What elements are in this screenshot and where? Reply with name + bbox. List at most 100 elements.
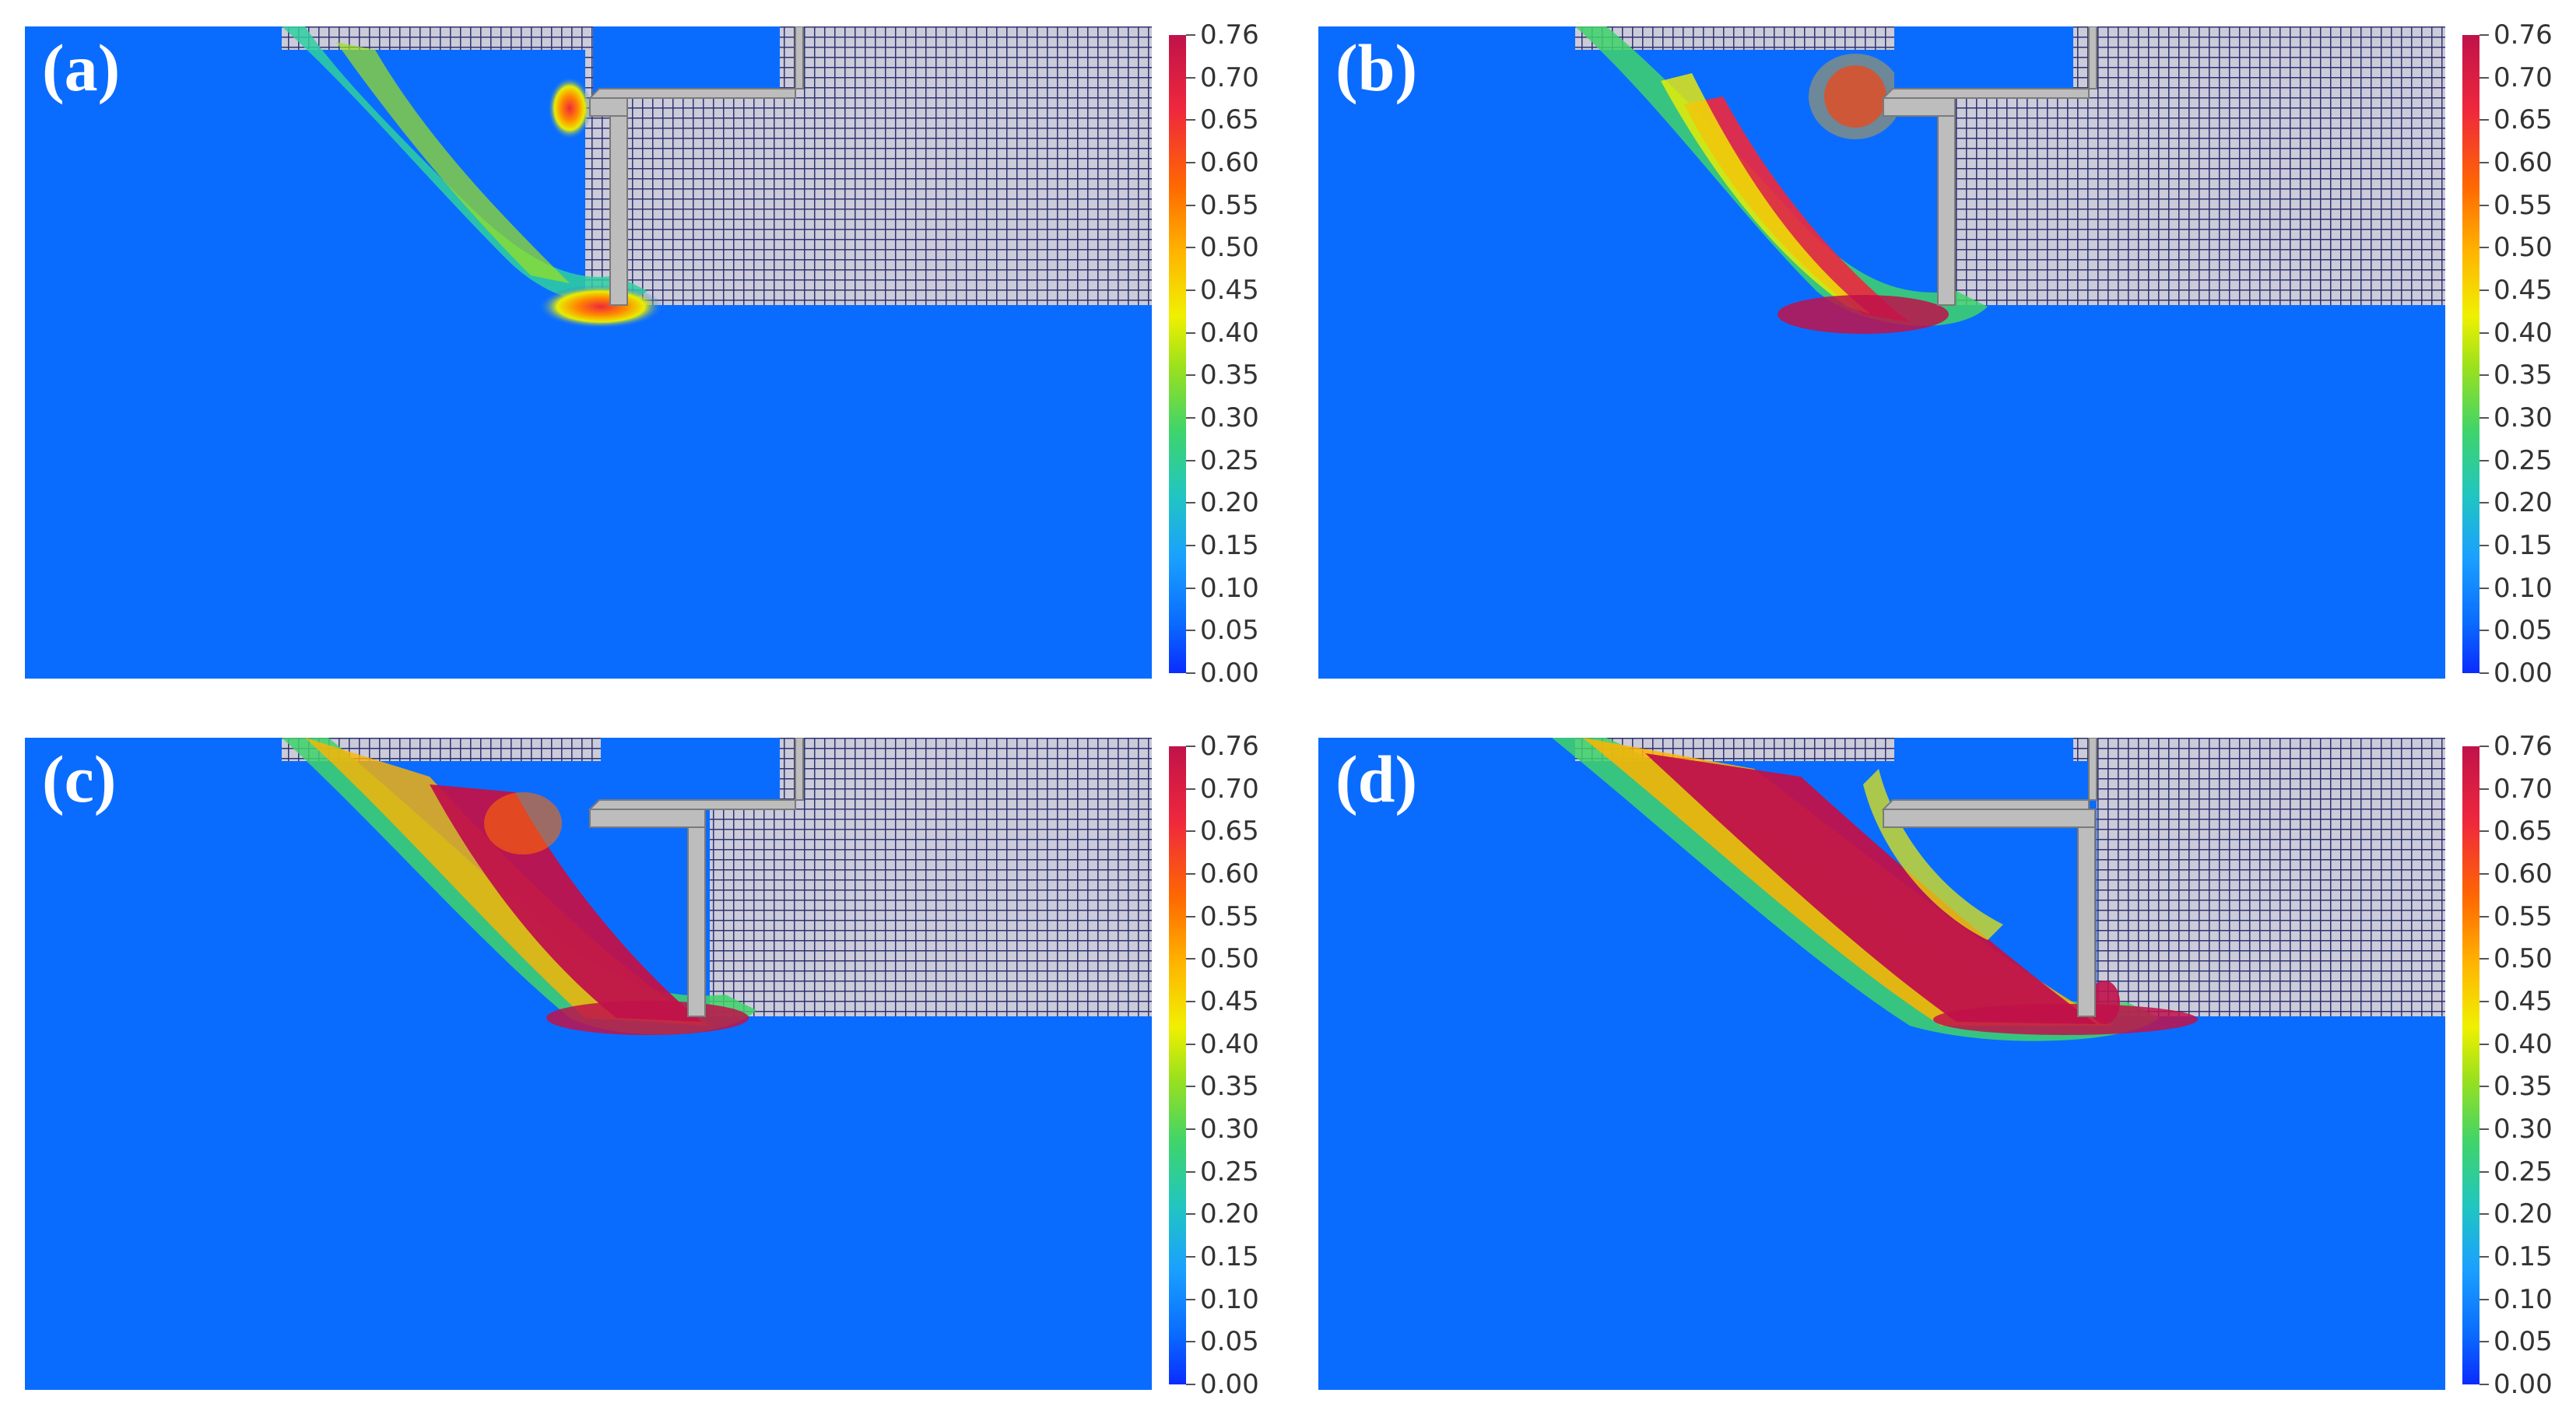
colorbar-tick-label: 0.25 xyxy=(1200,1156,1259,1188)
colorbar-tick-mark xyxy=(1186,1341,1195,1343)
colorbar-tick-mark xyxy=(2479,746,2489,747)
colorbar-tick-mark xyxy=(2479,672,2489,674)
colorbar-tick-mark xyxy=(2479,34,2489,36)
colorbar-tick-mark xyxy=(1186,830,1195,833)
colorbar-tick-label: 0.25 xyxy=(1200,444,1259,476)
colorbar-tick-label: 0.20 xyxy=(2494,487,2553,519)
colorbar-tick-mark xyxy=(1186,1043,1195,1045)
colorbar-tick-label: 0.15 xyxy=(1200,530,1259,561)
colorbar-tick-mark xyxy=(2479,119,2489,121)
colorbar-tick-label: 0.15 xyxy=(2494,1241,2553,1272)
colorbar-tick-label: 0.00 xyxy=(1200,1369,1259,1400)
colorbar-tick-label: 0.76 xyxy=(1200,19,1259,51)
colorbar-tick-label: 0.00 xyxy=(2494,1369,2553,1400)
colorbar-tick-mark xyxy=(1186,630,1195,632)
colorbar-c: 0.76 0.70 0.65 0.60 0.55 0.50 0.45 0.40 0.35 0.30… xyxy=(1169,733,1309,1398)
colorbar-tick-label: 0.60 xyxy=(2494,858,2553,889)
colorbar-tick-mark xyxy=(2479,958,2489,960)
colorbar-tick-mark xyxy=(1186,459,1195,461)
colorbar-tick-mark xyxy=(1186,1170,1195,1173)
colorbar-tick-label: 0.05 xyxy=(1200,1326,1259,1358)
colorbar-tick-label: 0.00 xyxy=(1200,658,1259,689)
colorbar-tick-label: 0.35 xyxy=(2494,1071,2553,1103)
colorbar-tick-mark xyxy=(2479,1213,2489,1216)
colorbar-tick-mark xyxy=(1186,915,1195,918)
colorbar-tick-mark xyxy=(2479,630,2489,632)
colorbar-tick-mark xyxy=(2479,1086,2489,1088)
colorbar-tick-label: 0.30 xyxy=(1200,1114,1259,1145)
colorbar-tick-mark xyxy=(1186,1213,1195,1216)
colorbar-tick-label: 0.70 xyxy=(2494,773,2553,805)
colorbar-tick-mark xyxy=(1186,746,1195,747)
colorbar-tick-label: 0.45 xyxy=(2494,986,2553,1017)
colorbar-tick-label: 0.55 xyxy=(2494,189,2553,221)
colorbar-tick-label: 0.65 xyxy=(2494,816,2553,847)
colorbar-tick-mark xyxy=(2479,1341,2489,1343)
colorbar-tick-mark xyxy=(1186,958,1195,960)
colorbar-tick-label: 0.55 xyxy=(2494,900,2553,932)
colorbar-tick-label: 0.50 xyxy=(1200,943,1259,975)
colorbar-tick-label: 0.10 xyxy=(2494,1283,2553,1315)
colorbar-tick-mark xyxy=(2479,162,2489,163)
colorbar-tick-mark xyxy=(1186,1128,1195,1130)
colorbar-tick-mark xyxy=(2479,545,2489,546)
colorbar-tick-mark xyxy=(1186,374,1195,377)
colorbar-d: 0.76 0.70 0.65 0.60 0.55 0.50 0.45 0.40 0.35 0.30… xyxy=(2462,733,2576,1398)
colorbar-tick-label: 0.30 xyxy=(2494,402,2553,433)
colorbar-tick-label: 0.55 xyxy=(1200,189,1259,221)
colorbar-tick-mark xyxy=(2479,788,2489,790)
colorbar-tick-mark xyxy=(2479,502,2489,504)
colorbar-tick-label: 0.20 xyxy=(1200,1198,1259,1230)
colorbar-tick-label: 0.05 xyxy=(2494,615,2553,647)
colorbar-tick-mark xyxy=(2479,1128,2489,1130)
colorbar-tick-label: 0.76 xyxy=(2494,731,2553,762)
colorbar-tick-label: 0.65 xyxy=(1200,104,1259,136)
colorbar-tick-mark xyxy=(2479,417,2489,419)
colorbar-tick-mark xyxy=(1186,502,1195,504)
colorbar-tick-mark xyxy=(1186,1384,1195,1385)
colorbar-tick-mark xyxy=(2479,1298,2489,1300)
colorbar-tick-mark xyxy=(1186,417,1195,419)
colorbar-tick-mark xyxy=(2479,587,2489,589)
colorbar-tick-mark xyxy=(1186,1001,1195,1002)
colorbar-tick-label: 0.70 xyxy=(2494,61,2553,93)
colorbar-tick-label: 0.65 xyxy=(1200,816,1259,847)
colorbar-tick-mark xyxy=(2479,76,2489,79)
field-plot-d xyxy=(1318,738,2445,1390)
panel-label: (b) xyxy=(1335,30,1418,105)
colorbar-tick-label: 0.70 xyxy=(1200,61,1259,93)
colorbar-tick-label: 0.35 xyxy=(2494,360,2553,391)
colorbar-tick-label: 0.25 xyxy=(2494,444,2553,476)
field-plot-b xyxy=(1318,26,2445,679)
colorbar-tick-mark xyxy=(1186,1086,1195,1088)
colorbar-tick-label: 0.50 xyxy=(1200,232,1259,264)
panel-label: (a) xyxy=(42,30,121,105)
colorbar-tick-mark xyxy=(1186,289,1195,291)
colorbar-tick-mark xyxy=(1186,34,1195,36)
colorbar-tick-label: 0.30 xyxy=(2494,1114,2553,1145)
colorbar-tick-label: 0.40 xyxy=(1200,317,1259,349)
colorbar-tick-label: 0.30 xyxy=(1200,402,1259,433)
colorbar-tick-label: 0.60 xyxy=(1200,858,1259,889)
colorbar-tick-mark xyxy=(2479,1256,2489,1258)
colorbar-tick-label: 0.15 xyxy=(2494,530,2553,561)
colorbar-tick-label: 0.40 xyxy=(1200,1028,1259,1060)
colorbar-tick-mark xyxy=(1186,332,1195,334)
panel-a: (a) xyxy=(25,26,1152,679)
colorbar-tick-label: 0.00 xyxy=(2494,658,2553,689)
colorbar-tick-label: 0.45 xyxy=(1200,986,1259,1017)
colorbar-tick-label: 0.35 xyxy=(1200,360,1259,391)
colorbar-tick-mark xyxy=(1186,873,1195,875)
panel-label: (d) xyxy=(1335,742,1418,816)
colorbar-tick-label: 0.65 xyxy=(2494,104,2553,136)
colorbar-tick-mark xyxy=(2479,1001,2489,1002)
colorbar-tick-label: 0.10 xyxy=(1200,1283,1259,1315)
colorbar-tick-label: 0.40 xyxy=(2494,1028,2553,1060)
colorbar-tick-mark xyxy=(1186,788,1195,790)
colorbar-tick-label: 0.70 xyxy=(1200,773,1259,805)
colorbar-tick-label: 0.35 xyxy=(1200,1071,1259,1103)
panel-b: (b) xyxy=(1318,26,2445,679)
colorbar-tick-label: 0.60 xyxy=(2494,147,2553,178)
colorbar-tick-label: 0.40 xyxy=(2494,317,2553,349)
colorbar-tick-mark xyxy=(1186,1298,1195,1300)
